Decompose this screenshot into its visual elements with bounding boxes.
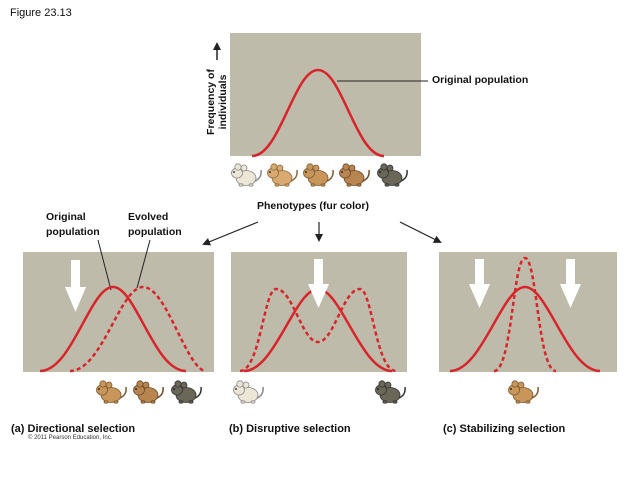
legend-original-pointer (97, 239, 112, 291)
mouse-icon-white (230, 163, 262, 187)
mouse-icon-disruptive-white (232, 380, 264, 404)
legend-original: Original population (46, 210, 100, 240)
caption-stabilizing: (c) Stabilizing selection (443, 423, 566, 435)
x-axis-label: Phenotypes (fur color) (257, 200, 370, 212)
mouse-icon-tan (302, 163, 334, 187)
caption-disruptive: (b) Disruptive selection (229, 423, 351, 435)
mouse-icon-disruptive-dark (374, 380, 406, 404)
top-panel (230, 33, 421, 156)
mouse-icon-stabilizing-tan (507, 380, 539, 404)
directional-evolved-curve (69, 285, 205, 373)
mouse-icon-directional-dark (170, 380, 202, 404)
mouse-icon-light-tan (266, 163, 298, 187)
disruptive-evolved-curve (239, 287, 397, 373)
stabilizing-evolved-curve (493, 256, 557, 373)
legend-evolved: Evolved population (128, 210, 182, 240)
caption-directional: (a) Directional selection (11, 423, 136, 435)
arrow-to-directional (202, 221, 259, 246)
legend-original-line1: Original (46, 211, 86, 223)
mouse-icon-brown (338, 163, 370, 187)
stabilizing-original-curve (449, 285, 601, 373)
figure-label: Figure 23.13 (10, 7, 72, 19)
copyright: © 2011 Pearson Education, Inc. (28, 435, 113, 441)
legend-evolved-line1: Evolved (128, 211, 169, 223)
selection-arrow-icon-stabilizing-left (469, 259, 490, 308)
mouse-icon-dark (376, 163, 408, 187)
mouse-icon-directional-tan (95, 380, 127, 404)
arrow-to-stabilizing (399, 221, 442, 243)
stabilizing-panel (439, 252, 617, 372)
mouse-icon-directional-brown (132, 380, 164, 404)
directional-original-curve (39, 285, 187, 373)
legend-original-line2: population (46, 226, 100, 238)
legend-evolved-line2: population (128, 226, 182, 238)
selection-arrow-icon-stabilizing-right (560, 259, 581, 308)
legend-evolved-pointer (136, 239, 151, 289)
original-population-label: Original population (432, 74, 529, 86)
selection-arrow-icon-directional (65, 260, 86, 312)
selection-arrow-icon-disruptive (308, 259, 329, 308)
top-original-curve (251, 68, 385, 158)
